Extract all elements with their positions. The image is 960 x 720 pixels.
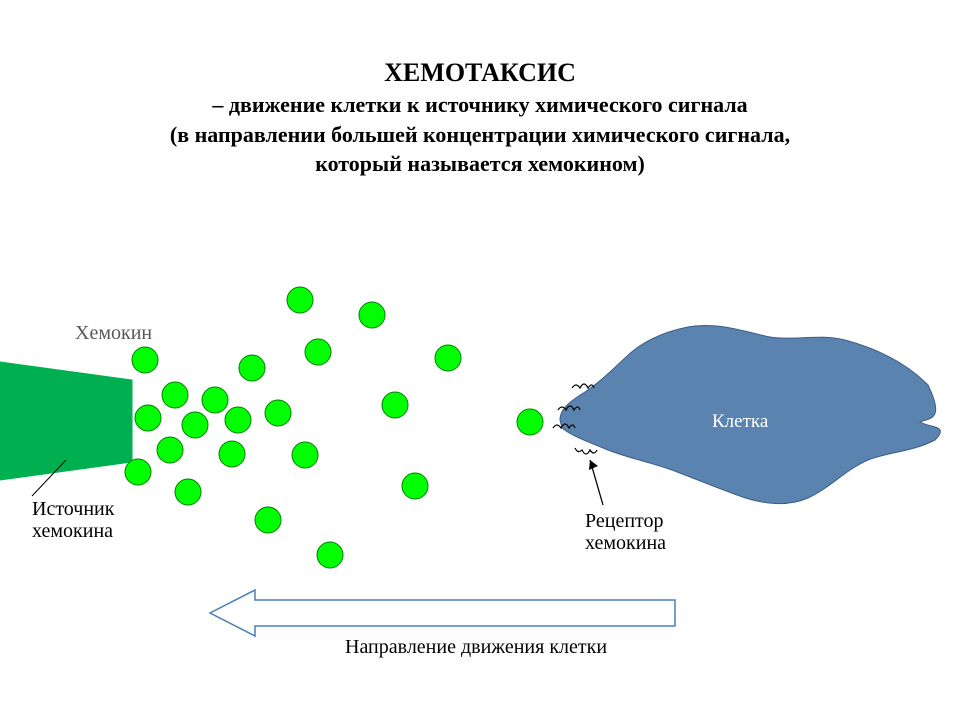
chemokine-dot — [132, 347, 158, 373]
chemokine-dot — [305, 339, 331, 365]
chemokine-dot — [202, 387, 228, 413]
receptor-label-line2: хемокина — [585, 532, 666, 555]
chemokine-dot — [135, 405, 161, 431]
chemokine-dot — [175, 479, 201, 505]
direction-label: Направление движения клетки — [345, 636, 607, 659]
chemokine-dot — [239, 355, 265, 381]
chemokine-dot — [255, 507, 281, 533]
chemokine-dot — [182, 412, 208, 438]
chemokine-dot — [287, 287, 313, 313]
receptor-arrow-head — [589, 460, 598, 470]
chemokine-dot — [225, 407, 251, 433]
source-label-line1: Источник — [32, 498, 114, 521]
chemokine-dot — [382, 392, 408, 418]
chemokine-dot — [292, 442, 318, 468]
direction-arrow — [210, 590, 675, 636]
chemotaxis-diagram — [0, 0, 960, 720]
chemokine-dot — [317, 542, 343, 568]
chemokine-label: Хемокин — [75, 322, 152, 345]
chemokine-dot — [125, 459, 151, 485]
source-label-line2: хемокина — [32, 520, 113, 543]
chemokine-dot — [162, 382, 188, 408]
chemokine-dot — [157, 437, 183, 463]
cell-label: Клетка — [712, 411, 768, 433]
receptor-label-line1: Рецептор — [585, 510, 664, 533]
chemokine-dot — [359, 302, 385, 328]
chemokine-source-shape — [0, 362, 132, 480]
chemokine-dot — [435, 345, 461, 371]
chemokine-dot — [265, 400, 291, 426]
chemokine-dot — [402, 473, 428, 499]
chemokine-dot — [219, 441, 245, 467]
receptor-squiggle — [575, 448, 597, 454]
chemokine-dot — [517, 409, 543, 435]
